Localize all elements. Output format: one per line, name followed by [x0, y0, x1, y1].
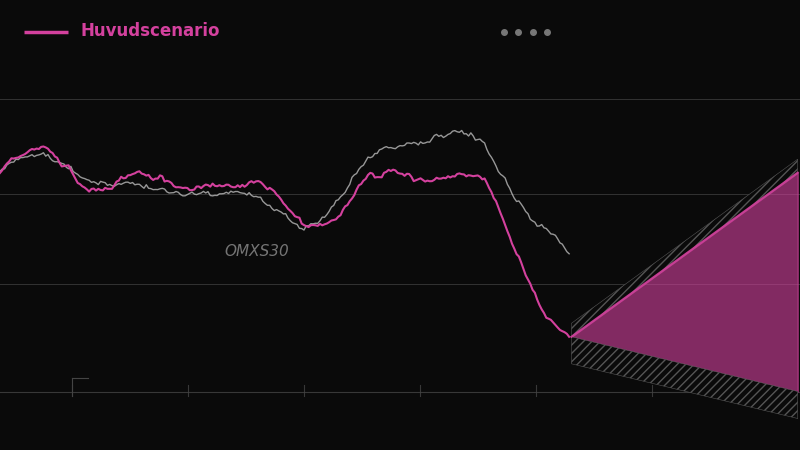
Text: OMXS30: OMXS30 [224, 244, 289, 260]
Text: Huvudscenario: Huvudscenario [80, 22, 219, 40]
